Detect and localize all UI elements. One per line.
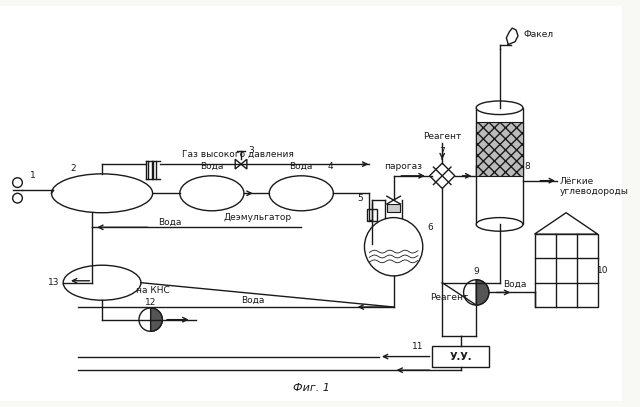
Bar — [433, 346, 489, 367]
Ellipse shape — [269, 176, 333, 211]
Text: 8: 8 — [525, 162, 531, 171]
Bar — [367, 209, 377, 221]
Text: 1: 1 — [30, 171, 36, 180]
Ellipse shape — [476, 218, 523, 231]
Ellipse shape — [63, 265, 141, 300]
Text: Лёгкие
углеводороды: Лёгкие углеводороды — [560, 177, 628, 196]
Bar — [387, 204, 401, 212]
Bar — [476, 108, 523, 224]
Text: 5: 5 — [358, 194, 364, 203]
Text: на КНС: на КНС — [136, 286, 170, 295]
Text: Вода: Вода — [200, 162, 223, 171]
Text: парогаз: парогаз — [385, 162, 422, 171]
Ellipse shape — [51, 174, 152, 213]
Bar — [476, 123, 523, 176]
Text: Факел: Факел — [524, 31, 554, 39]
Text: 2: 2 — [70, 164, 76, 173]
Text: 7: 7 — [439, 147, 445, 156]
Polygon shape — [534, 213, 598, 234]
Polygon shape — [235, 159, 247, 169]
Bar — [534, 234, 598, 307]
Text: 11: 11 — [412, 342, 424, 351]
Polygon shape — [429, 163, 455, 188]
Text: 4: 4 — [328, 162, 333, 171]
Text: Вода: Вода — [241, 296, 264, 305]
Text: Деэмульгатор: Деэмульгатор — [223, 213, 292, 222]
Wedge shape — [150, 308, 163, 331]
Text: 3: 3 — [248, 146, 253, 155]
Text: Газ высокого давления: Газ высокого давления — [182, 150, 294, 159]
Text: 6: 6 — [428, 223, 433, 232]
Text: 13: 13 — [48, 278, 60, 287]
Text: Фиг. 1: Фиг. 1 — [292, 383, 330, 393]
Ellipse shape — [180, 176, 244, 211]
Text: 9: 9 — [474, 267, 479, 276]
Wedge shape — [476, 280, 489, 305]
Text: 10: 10 — [597, 266, 608, 275]
Text: Вода: Вода — [289, 162, 313, 171]
Text: Вода: Вода — [158, 218, 182, 227]
Text: Вода: Вода — [504, 280, 527, 289]
Text: У.У.: У.У. — [449, 352, 472, 361]
Text: Реагент: Реагент — [430, 293, 468, 302]
Ellipse shape — [476, 101, 523, 115]
Text: Реагент: Реагент — [423, 132, 461, 141]
Text: 12: 12 — [145, 298, 156, 306]
